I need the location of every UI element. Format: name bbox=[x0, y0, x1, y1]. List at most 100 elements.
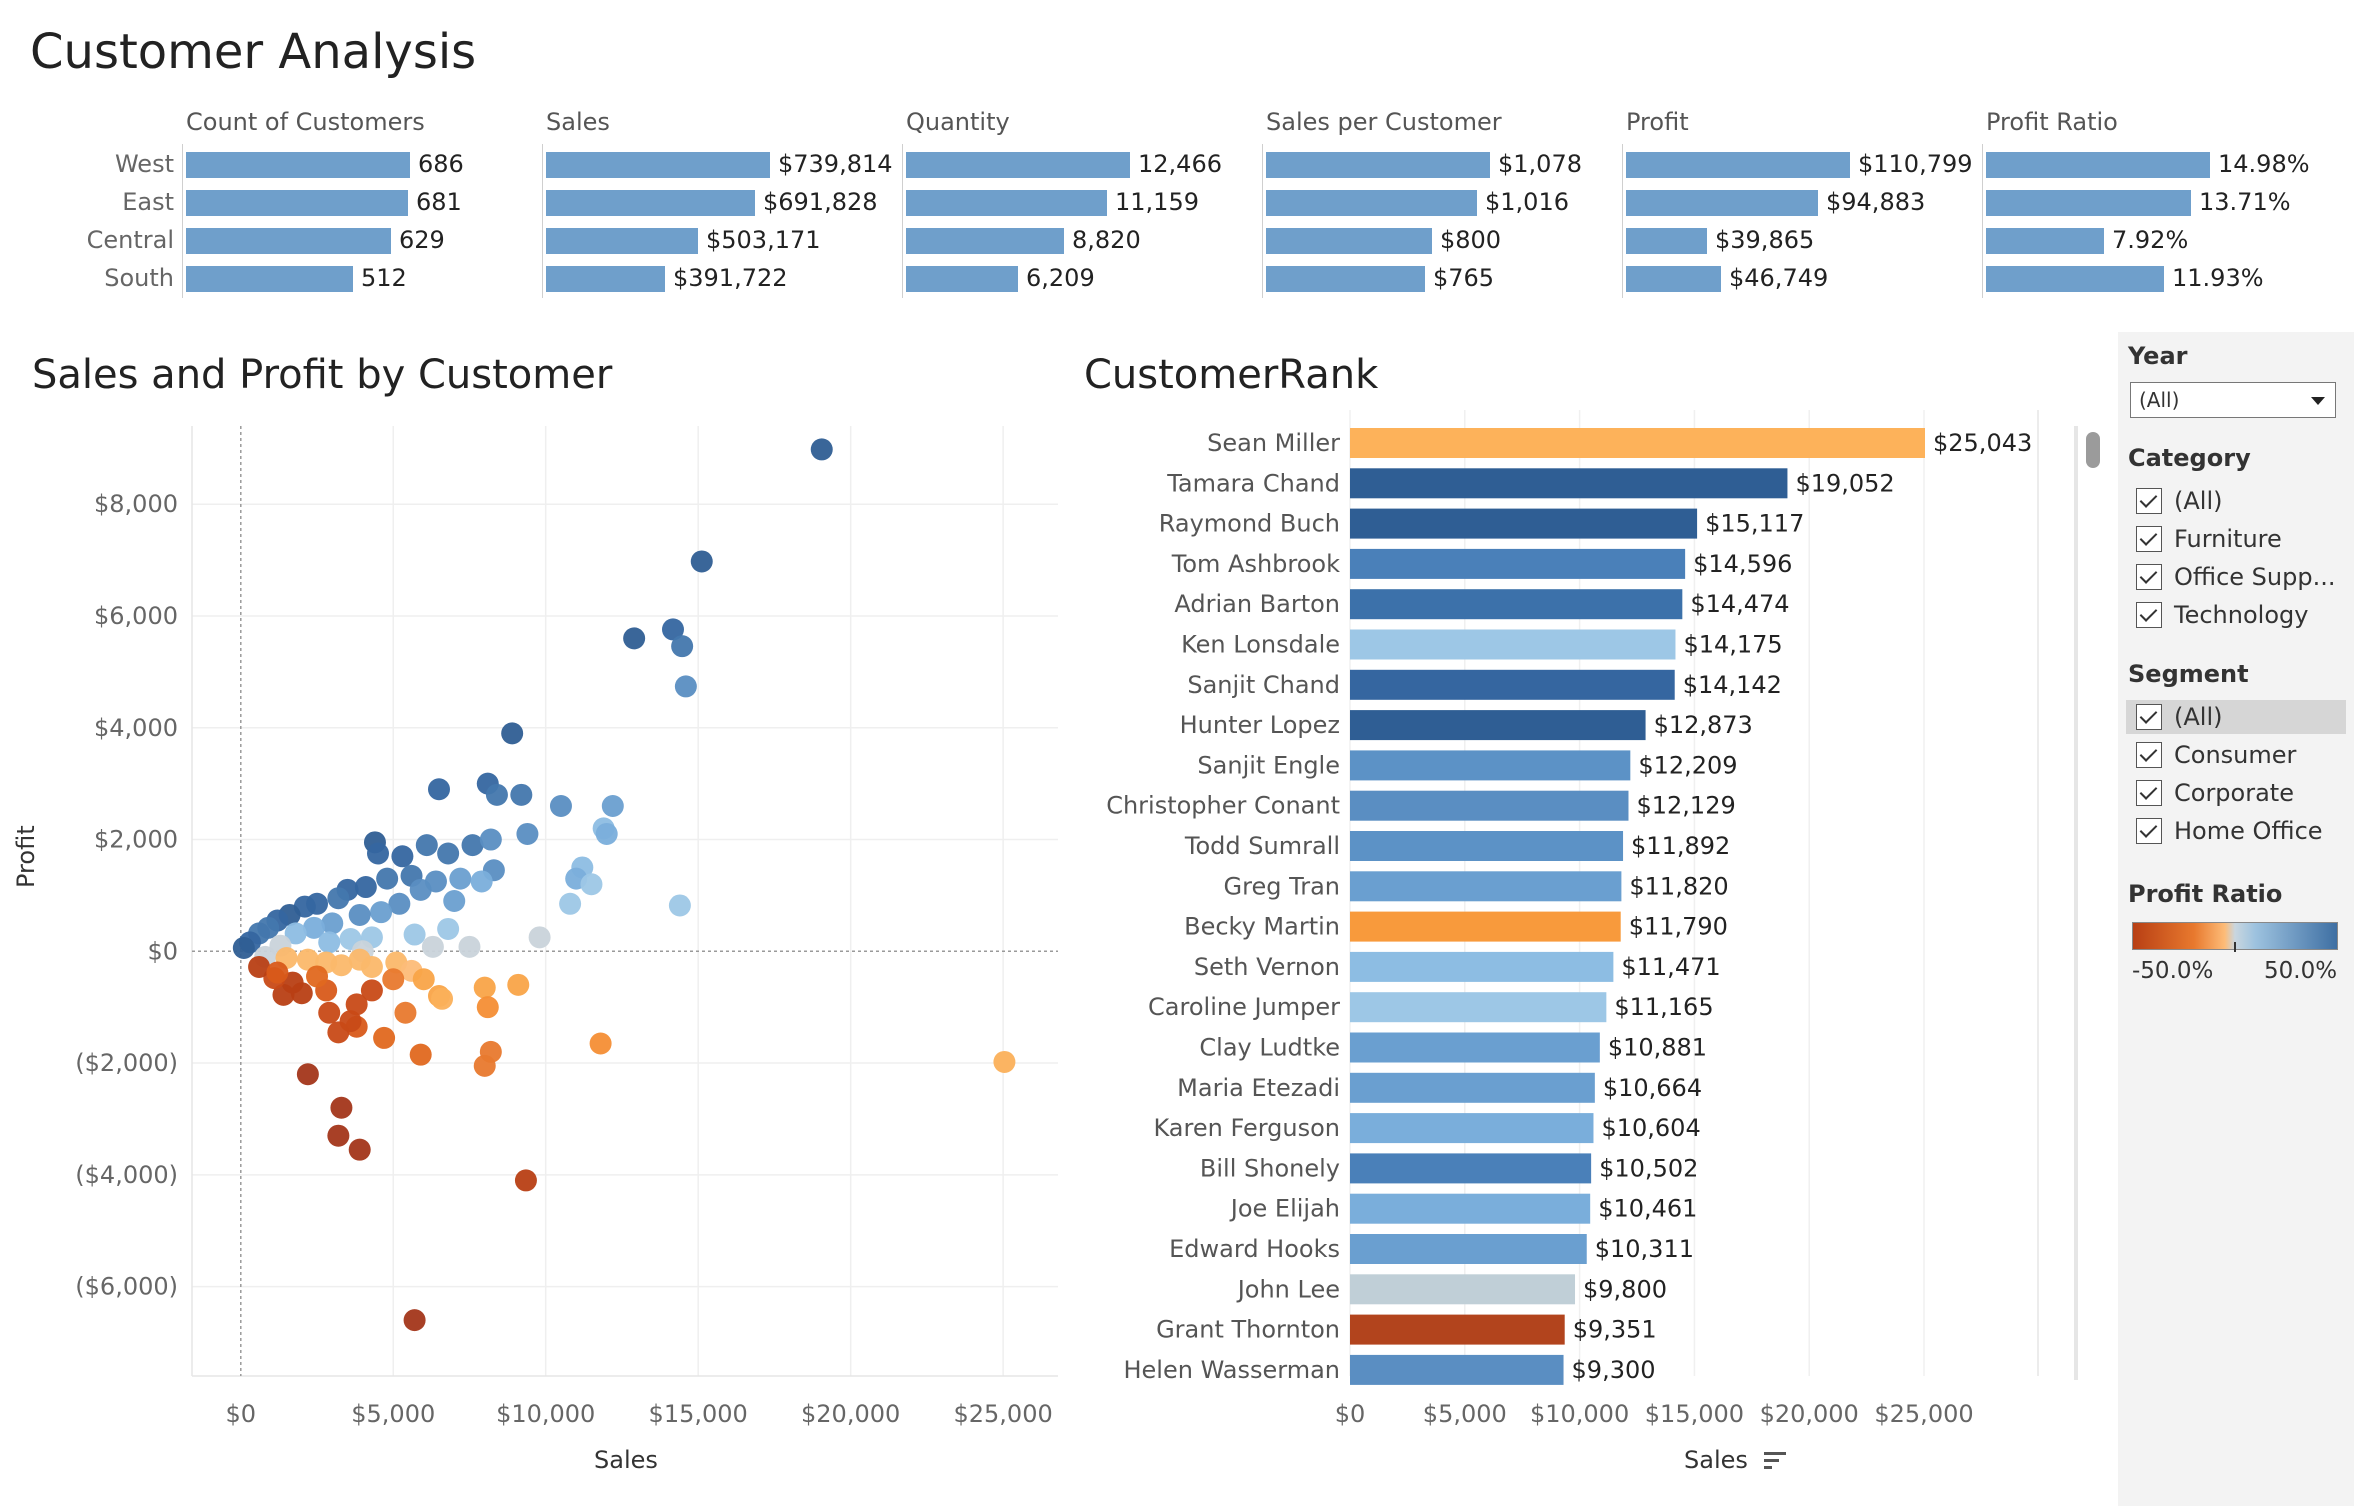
rank-bar[interactable] bbox=[1350, 589, 1683, 620]
scatter-point[interactable] bbox=[354, 876, 377, 899]
scatter-point[interactable] bbox=[296, 948, 319, 971]
scatter-point[interactable] bbox=[559, 892, 582, 915]
scatter-point[interactable] bbox=[549, 795, 572, 817]
scatter-point[interactable] bbox=[266, 961, 289, 984]
rank-chart[interactable]: $0 $5,000 $10,000 $15,000 $20,000 $25,000 Sean… bbox=[1080, 410, 2110, 1506]
rank-scrollbar-track[interactable] bbox=[2074, 426, 2078, 1380]
scatter-point[interactable] bbox=[501, 722, 524, 745]
scatter-point[interactable] bbox=[623, 627, 646, 650]
scatter-point[interactable] bbox=[510, 783, 533, 806]
kpi-bar[interactable] bbox=[1626, 266, 1721, 292]
scatter-point[interactable] bbox=[479, 828, 502, 851]
scatter-point[interactable] bbox=[403, 923, 426, 946]
kpi-bar[interactable] bbox=[906, 228, 1064, 254]
scatter-point[interactable] bbox=[470, 870, 493, 893]
rank-bar[interactable] bbox=[1350, 992, 1607, 1023]
rank-bar[interactable] bbox=[1350, 468, 1788, 499]
rank-x-axis-title[interactable]: Sales bbox=[1684, 1446, 1786, 1474]
scatter-point[interactable] bbox=[248, 955, 271, 978]
scatter-point[interactable] bbox=[437, 842, 460, 865]
scatter-point[interactable] bbox=[421, 935, 444, 958]
scatter-point[interactable] bbox=[443, 890, 466, 912]
scatter-plot-svg[interactable]: $0 $5,000 $10,000 $15,000 $20,000 $25,000 $8,0… bbox=[0, 410, 1070, 1506]
kpi-bar[interactable] bbox=[1986, 152, 2210, 178]
scatter-point[interactable] bbox=[345, 993, 368, 1016]
kpi-bar[interactable] bbox=[1266, 152, 1490, 178]
category-option-technology[interactable]: Technology bbox=[2136, 598, 2346, 632]
scatter-point[interactable] bbox=[810, 438, 833, 461]
rank-bar[interactable] bbox=[1350, 548, 1686, 579]
scatter-point[interactable] bbox=[507, 973, 530, 996]
category-option-office-supplies[interactable]: Office Supp... bbox=[2136, 560, 2346, 594]
kpi-bar[interactable] bbox=[1266, 190, 1477, 216]
scatter-point[interactable] bbox=[437, 917, 460, 940]
rank-bar[interactable] bbox=[1350, 1153, 1592, 1184]
rank-bar[interactable] bbox=[1350, 951, 1614, 982]
rank-bar[interactable] bbox=[1350, 428, 1925, 458]
year-dropdown[interactable]: (All) bbox=[2130, 382, 2336, 418]
rank-bar[interactable] bbox=[1350, 1032, 1600, 1063]
checkbox-checked-icon[interactable] bbox=[2136, 564, 2162, 590]
scatter-point[interactable] bbox=[671, 635, 694, 658]
rank-bar[interactable] bbox=[1350, 1072, 1595, 1103]
scatter-point[interactable] bbox=[367, 842, 390, 865]
scatter-point[interactable] bbox=[327, 887, 350, 910]
scatter-point[interactable] bbox=[993, 1050, 1016, 1073]
rank-scrollbar-thumb[interactable] bbox=[2086, 432, 2100, 468]
scatter-point[interactable] bbox=[348, 903, 371, 926]
rank-bar[interactable] bbox=[1350, 750, 1631, 781]
checkbox-checked-icon[interactable] bbox=[2136, 526, 2162, 552]
scatter-point[interactable] bbox=[382, 968, 405, 991]
scatter-point[interactable] bbox=[589, 1032, 612, 1055]
checkbox-checked-icon[interactable] bbox=[2136, 488, 2162, 514]
rank-bar[interactable] bbox=[1350, 669, 1675, 700]
scatter-point[interactable] bbox=[661, 618, 684, 641]
scatter-point[interactable] bbox=[391, 845, 414, 868]
scatter-chart[interactable]: $0 $5,000 $10,000 $15,000 $20,000 $25,000 $8,0… bbox=[0, 410, 1070, 1506]
rank-bar[interactable] bbox=[1350, 790, 1629, 821]
kpi-bar[interactable] bbox=[186, 228, 391, 254]
scatter-point[interactable] bbox=[415, 834, 438, 857]
scatter-point[interactable] bbox=[330, 954, 353, 977]
scatter-point[interactable] bbox=[394, 1001, 417, 1024]
segment-option-corporate[interactable]: Corporate bbox=[2126, 776, 2346, 810]
kpi-bar[interactable] bbox=[546, 190, 755, 216]
checkbox-checked-icon[interactable] bbox=[2136, 704, 2162, 730]
scatter-point[interactable] bbox=[403, 1309, 426, 1332]
scatter-point[interactable] bbox=[348, 1138, 371, 1161]
rank-bar[interactable] bbox=[1350, 1234, 1587, 1264]
rank-bar[interactable] bbox=[1350, 1113, 1594, 1144]
scatter-point[interactable] bbox=[473, 976, 496, 999]
scatter-point[interactable] bbox=[373, 1026, 396, 1049]
rank-bar[interactable] bbox=[1350, 911, 1621, 942]
rank-bar[interactable] bbox=[1350, 1274, 1576, 1305]
kpi-bar[interactable] bbox=[1626, 152, 1850, 178]
scatter-point[interactable] bbox=[412, 968, 435, 991]
scatter-point[interactable] bbox=[473, 1054, 496, 1077]
scatter-point[interactable] bbox=[461, 834, 484, 857]
scatter-point[interactable] bbox=[302, 916, 325, 939]
rank-bar[interactable] bbox=[1350, 1354, 1564, 1385]
scatter-point[interactable] bbox=[458, 935, 481, 958]
scatter-point[interactable] bbox=[476, 996, 499, 1019]
rank-bar[interactable] bbox=[1350, 629, 1676, 660]
segment-option-home-office[interactable]: Home Office bbox=[2126, 814, 2346, 848]
rank-bar[interactable] bbox=[1350, 871, 1622, 902]
scatter-point[interactable] bbox=[580, 873, 603, 896]
segment-option-all[interactable]: (All) bbox=[2126, 700, 2346, 734]
category-option-furniture[interactable]: Furniture bbox=[2136, 522, 2346, 556]
kpi-bar[interactable] bbox=[186, 266, 353, 292]
scatter-point[interactable] bbox=[388, 892, 411, 915]
kpi-bar[interactable] bbox=[546, 228, 698, 254]
kpi-bar[interactable] bbox=[546, 266, 665, 292]
rank-bar[interactable] bbox=[1350, 710, 1646, 741]
scatter-point[interactable] bbox=[424, 870, 447, 893]
kpi-bar[interactable] bbox=[186, 152, 410, 178]
rank-bar[interactable] bbox=[1350, 1193, 1591, 1224]
scatter-point[interactable] bbox=[409, 1043, 432, 1066]
scatter-point[interactable] bbox=[376, 867, 399, 890]
kpi-bar[interactable] bbox=[906, 266, 1018, 292]
kpi-bar[interactable] bbox=[186, 190, 408, 216]
scatter-point[interactable] bbox=[516, 822, 539, 845]
kpi-bar[interactable] bbox=[1986, 190, 2191, 216]
